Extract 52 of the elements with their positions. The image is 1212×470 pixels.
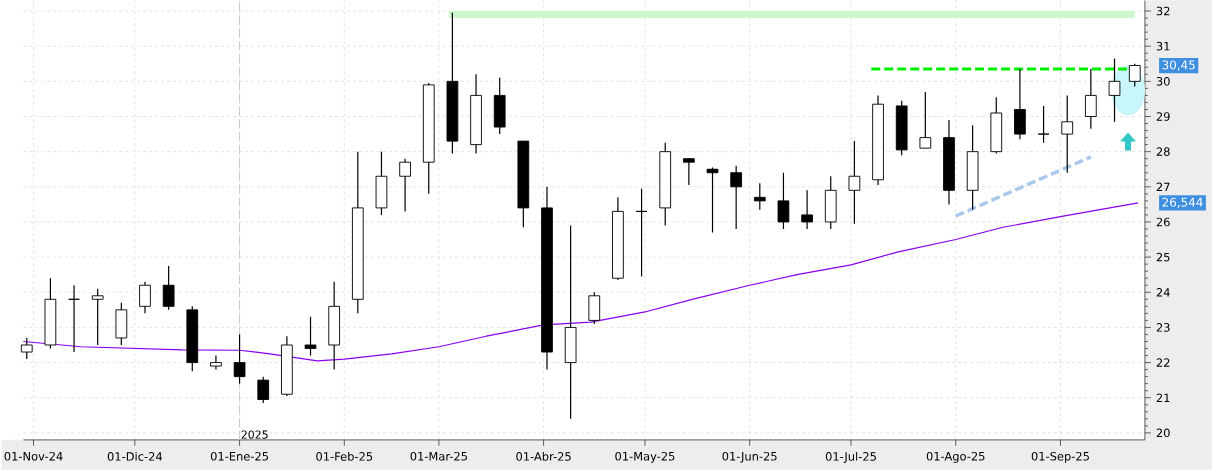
candlestick [139,281,151,315]
x-tick-label: 01-Ago-25 [926,451,985,463]
x-tick-label: 01-Mar-25 [410,451,467,461]
candlestick [683,158,695,186]
candlestick [635,188,648,278]
candlestick [91,288,104,346]
annotation: 26,544 [1162,197,1203,209]
candlestick [399,158,411,213]
y-tick-label: 25 [1156,252,1170,262]
candlestick [1128,63,1141,88]
candlestick [801,189,813,230]
candlestick [304,316,317,357]
x-tick-label: 01-Dic-24 [107,451,163,461]
candlestick [233,333,246,385]
candlestick [919,91,932,149]
x-tick-label: 01-Ene-25 [210,451,269,461]
candlestick [162,265,175,311]
line-series [22,202,1139,362]
x-tick-label: 01-Feb-25 [316,451,373,461]
y-tick-label: 23 [1156,323,1170,332]
x-tick-label: 01-Sep-25 [1031,451,1089,463]
x-tick-label: 01-Nov-24 [4,451,63,461]
y-tick-label: 29 [1156,112,1170,121]
y-tick-label: 20 [1156,428,1170,438]
candlestick [1061,94,1074,174]
y-tick-label: 22 [1156,358,1170,367]
y-tick-label: 31 [1156,41,1170,51]
x-tick-label: 01-Abr-25 [516,451,571,461]
y-tick-label: 26 [1156,217,1170,227]
annotation: 30,45 [1162,60,1195,71]
candlestick [20,337,33,360]
y-tick-label: 28 [1156,147,1170,157]
ref-line-label: 2025 [241,430,268,439]
y-tick-label: 32 [1156,6,1170,16]
candlestick [753,182,766,211]
candlestick [848,140,861,225]
x-tick-label: 01-May-25 [615,451,675,463]
candlestick [257,376,270,404]
candlestick [1108,57,1121,123]
y-tick-label: 30 [1156,77,1170,86]
candlestick [68,284,80,353]
candlestick [706,166,719,234]
candlestick [1037,105,1050,144]
x-tick-label: 01-Jun-25 [722,451,777,463]
candlestick [777,172,790,230]
y-tick-label: 21 [1156,393,1170,403]
x-tick-label: 01-Jul-25 [825,451,876,463]
candlestick [1085,68,1097,130]
candlestick [730,165,743,230]
y-tick-label: 27 [1156,182,1170,192]
candlestick [210,355,222,371]
y-tick-label: 24 [1156,288,1170,297]
